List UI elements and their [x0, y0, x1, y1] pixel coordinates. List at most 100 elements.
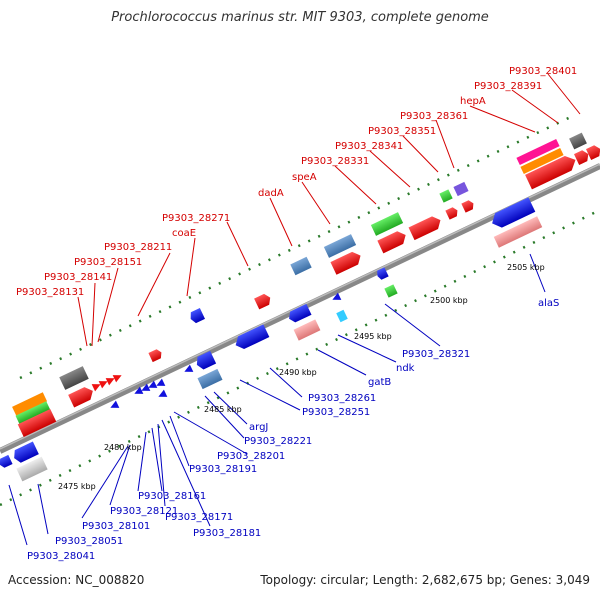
gene-arrow[interactable] [286, 303, 312, 324]
gene-box[interactable] [384, 284, 398, 298]
kbp-tick-label: 2495 kbp [354, 332, 392, 341]
gene-label[interactable]: P9303_28041 [27, 551, 95, 562]
gene-label[interactable]: alaS [538, 298, 559, 309]
gene-box[interactable] [15, 401, 51, 424]
gene-label[interactable]: P9303_28121 [110, 506, 178, 517]
gene-label[interactable]: P9303_28151 [74, 257, 142, 268]
gene-arrow[interactable] [375, 267, 389, 280]
kbp-tick-label: 2485 kbp [204, 405, 242, 414]
gene-label[interactable]: dadA [258, 188, 284, 199]
gene-label[interactable]: argJ [249, 422, 268, 433]
gene-box[interactable] [569, 132, 587, 150]
gene-label[interactable]: hepA [460, 96, 486, 107]
gene-arrow[interactable] [330, 249, 363, 275]
gene-box[interactable] [370, 212, 404, 236]
gene-arrow[interactable] [0, 454, 13, 469]
kbp-tick-label: 2475 kbp [58, 482, 96, 491]
gene-arrow[interactable] [254, 292, 273, 310]
gene-box[interactable] [17, 408, 57, 438]
gene-arrow[interactable] [574, 149, 591, 165]
gene-arrow[interactable] [445, 206, 459, 220]
gene-label[interactable]: P9303_28211 [104, 242, 172, 253]
gene-arrow[interactable] [155, 378, 166, 390]
kbp-tick-label: 2490 kbp [279, 368, 317, 377]
gene-label[interactable]: coaE [172, 228, 196, 239]
gene-label[interactable]: P9303_28251 [302, 407, 370, 418]
top-gene-labels: P9303_28131 P9303_28141 P9303_28151 P930… [16, 66, 577, 298]
kbp-tick-label: 2505 kbp [507, 263, 545, 272]
gene-arrow[interactable] [377, 229, 408, 254]
gene-arrow[interactable] [11, 441, 39, 465]
top-callout-lines [77, 73, 581, 347]
gene-box[interactable] [516, 138, 560, 166]
gene-box[interactable] [493, 216, 543, 248]
gene-label[interactable]: P9303_28191 [189, 464, 257, 475]
gene-label[interactable]: P9303_28271 [162, 213, 230, 224]
gene-label[interactable]: P9303_28131 [16, 287, 84, 298]
gene-label[interactable]: ndk [396, 363, 415, 374]
gene-box[interactable] [520, 147, 564, 175]
gene-label[interactable]: P9303_28351 [368, 126, 436, 137]
gene-box[interactable] [336, 309, 348, 323]
gene-box[interactable] [293, 319, 321, 341]
lower-tick-row [0, 208, 600, 507]
gene-arrow[interactable] [133, 386, 144, 398]
gene-arrow[interactable] [68, 385, 96, 408]
gene-label[interactable]: gatB [368, 377, 391, 388]
accession-text: Accession: NC_008820 [8, 573, 145, 587]
gene-arrow[interactable] [147, 380, 158, 392]
gene-label[interactable]: P9303_28141 [44, 272, 112, 283]
gene-arrow[interactable] [525, 153, 579, 190]
gene-arrow[interactable] [489, 197, 536, 230]
gene-label[interactable]: P9303_28341 [335, 141, 403, 152]
gene-arrow[interactable] [188, 308, 205, 324]
gene-box[interactable] [323, 234, 357, 258]
gene-arrow[interactable] [194, 350, 217, 371]
gene-arrow[interactable] [157, 389, 168, 401]
gene-box[interactable] [290, 256, 312, 276]
kbp-tick-label: 2500 kbp [430, 296, 468, 305]
gene-label[interactable]: P9303_28161 [138, 491, 206, 502]
gene-box[interactable] [59, 366, 89, 390]
bottom-callout-lines [8, 253, 546, 546]
gene-label[interactable]: P9303_28401 [509, 66, 577, 77]
gene-label[interactable]: P9303_28321 [402, 349, 470, 360]
map-title: Prochlorococcus marinus str. MIT 9303, c… [111, 10, 489, 25]
gene-box[interactable] [197, 368, 223, 390]
gene-arrow[interactable] [331, 292, 342, 304]
gene-arrow[interactable] [140, 383, 151, 395]
forward-genes [12, 132, 600, 438]
reverse-genes [0, 197, 543, 482]
gene-label[interactable]: speA [292, 172, 317, 183]
gene-arrow[interactable] [183, 364, 194, 376]
gene-label[interactable]: P9303_28391 [474, 81, 542, 92]
gene-arrow[interactable] [112, 372, 124, 383]
gene-label[interactable]: P9303_28051 [55, 536, 123, 547]
gene-arrow[interactable] [105, 375, 117, 386]
gene-arrow[interactable] [233, 324, 270, 351]
gene-label[interactable]: P9303_28171 [165, 512, 233, 523]
gene-arrow[interactable] [461, 199, 475, 213]
kbp-scale: 2475 kbp 2480 kbp 2485 kbp 2490 kbp 2495… [58, 263, 545, 491]
gene-box[interactable] [16, 456, 48, 482]
gene-label[interactable]: P9303_28361 [400, 111, 468, 122]
gene-box[interactable] [439, 189, 453, 203]
kbp-tick-label: 2480 kbp [104, 443, 142, 452]
gene-label[interactable]: P9303_28201 [217, 451, 285, 462]
gene-label[interactable]: P9303_28101 [82, 521, 150, 532]
gene-label[interactable]: P9303_28221 [244, 436, 312, 447]
gene-label[interactable]: P9303_28331 [301, 156, 369, 167]
gene-box[interactable] [453, 181, 469, 197]
genome-summary-text: Topology: circular; Length: 2,682,675 bp… [260, 573, 590, 587]
gene-arrow[interactable] [109, 400, 120, 412]
gene-label[interactable]: P9303_28181 [193, 528, 261, 539]
bottom-gene-labels: P9303_28041 P9303_28051 P9303_28101 P930… [27, 298, 559, 562]
gene-label[interactable]: P9303_28261 [308, 393, 376, 404]
gene-arrow[interactable] [91, 381, 103, 392]
gene-arrow[interactable] [408, 214, 444, 241]
gene-arrow[interactable] [98, 378, 110, 389]
gene-box[interactable] [12, 392, 48, 416]
gene-arrow[interactable] [586, 144, 600, 160]
gene-arrow[interactable] [148, 348, 163, 363]
